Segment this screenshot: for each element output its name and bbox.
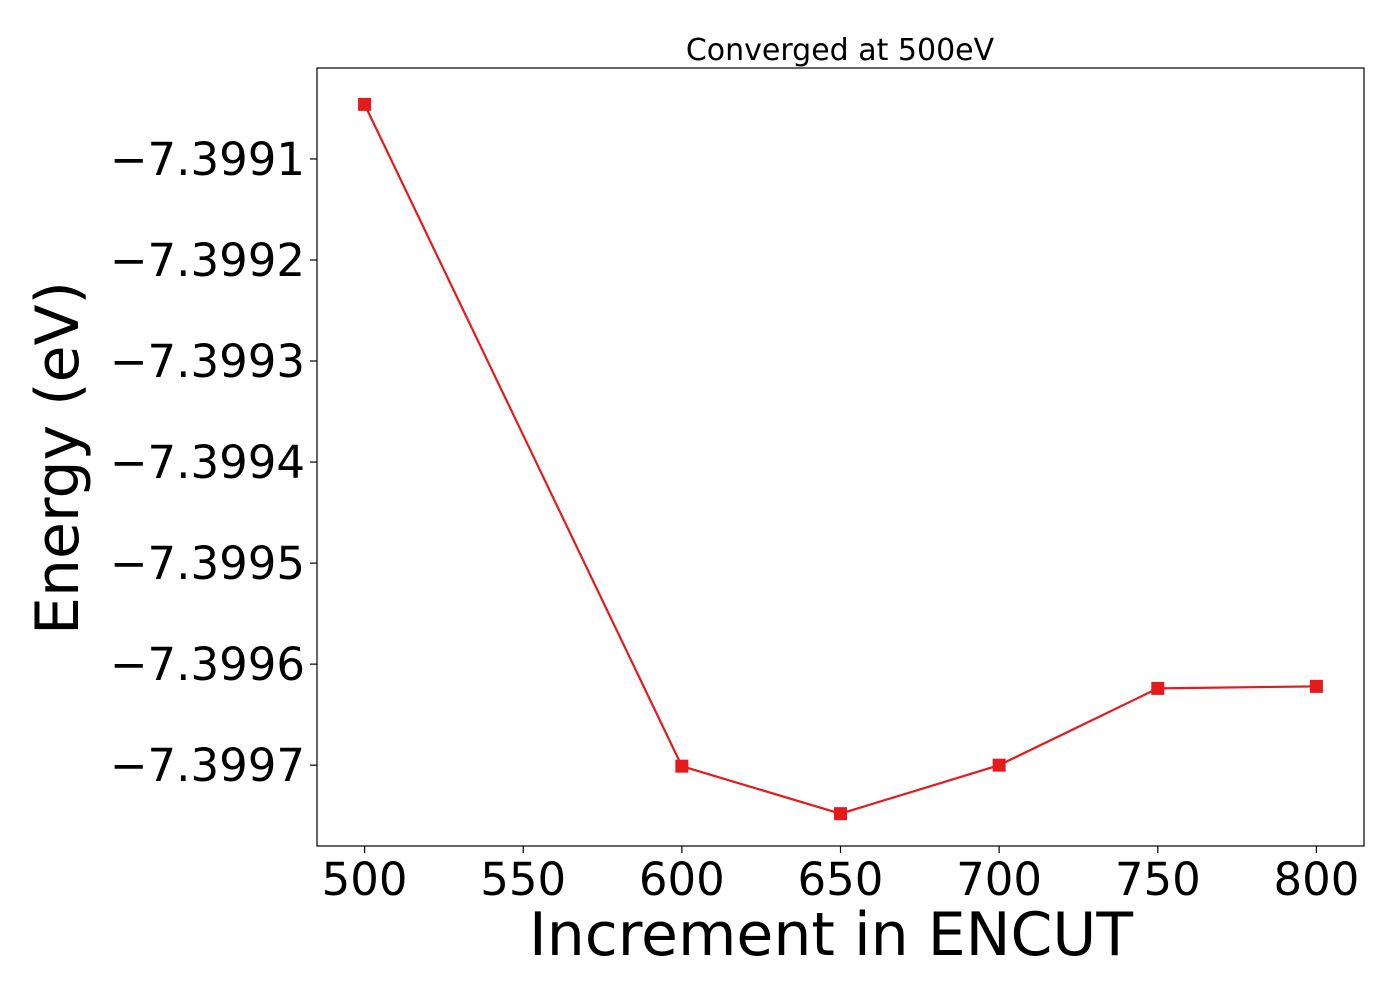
x-tick-label: 650	[798, 853, 884, 906]
x-axis: 500 550 600 650 700 750 800	[322, 846, 1359, 906]
x-axis-label: Increment in ENCUT	[529, 900, 1133, 970]
y-tick-label: −7.3997	[110, 739, 305, 792]
y-tick-label: −7.3996	[110, 638, 305, 691]
data-point	[1309, 679, 1323, 693]
y-axis-label: Energy (eV)	[23, 281, 93, 635]
x-tick-label: 700	[956, 853, 1042, 906]
y-tick-label: −7.3994	[110, 436, 305, 489]
data-point	[834, 807, 847, 821]
plot-frame	[316, 67, 1365, 847]
x-tick-label: 750	[1115, 853, 1201, 906]
plot-content	[358, 97, 1323, 821]
x-tick-label: 600	[639, 853, 725, 906]
data-point	[358, 97, 372, 111]
y-tick-label: −7.3991	[110, 133, 305, 186]
data-point	[1151, 681, 1165, 695]
x-tick-label: 550	[480, 853, 566, 906]
data-point	[992, 758, 1006, 772]
y-tick-label: −7.3995	[110, 537, 305, 590]
y-axis: −7.3991 −7.3992 −7.3993 −7.3994 −7.3995 −7.39…	[110, 133, 317, 792]
y-tick-label: −7.3992	[110, 234, 305, 287]
chart-title: Converged at 500eV	[686, 33, 995, 68]
series-line	[363, 103, 1317, 815]
data-point	[675, 759, 689, 773]
x-tick-label: 500	[322, 853, 408, 906]
y-tick-label: −7.3993	[110, 335, 305, 388]
x-tick-label: 800	[1273, 853, 1359, 906]
